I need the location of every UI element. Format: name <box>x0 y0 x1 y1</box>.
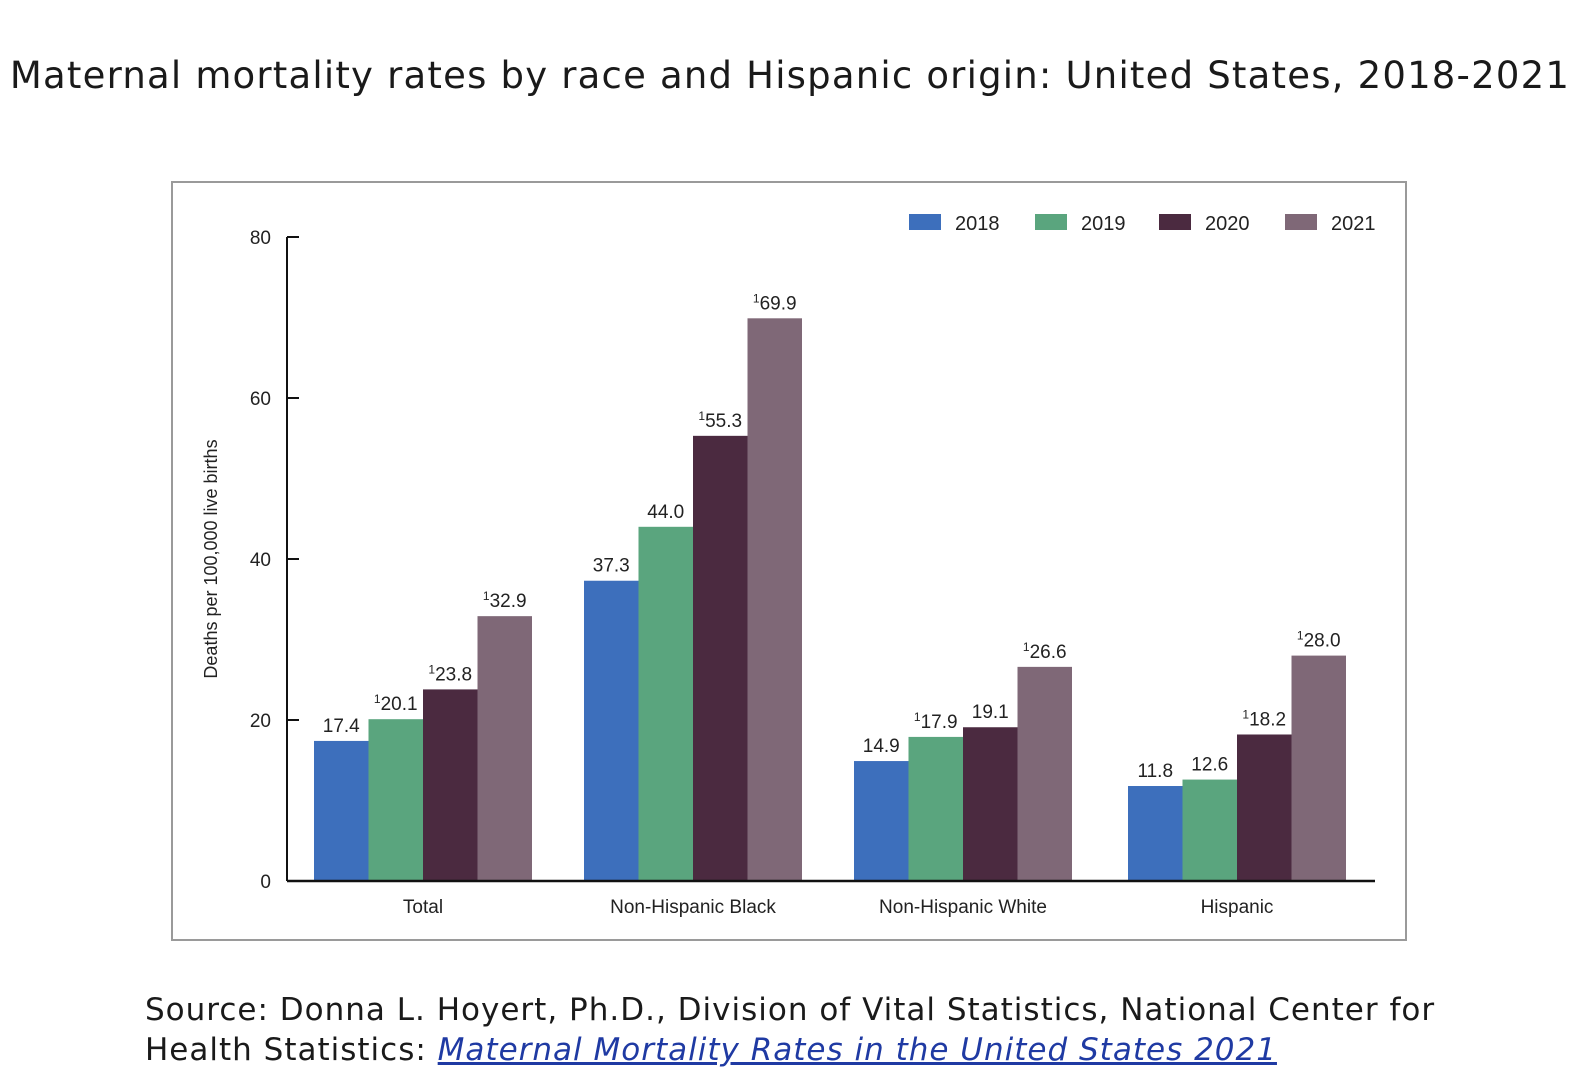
data-label: 17.4 <box>323 716 360 737</box>
data-label: 19.1 <box>972 702 1009 723</box>
footnote-mark: 1 <box>428 662 435 676</box>
chart-frame: 0 20 40 60 80 17.4 120.1 123.8 132.9 37.3 44.0 155… <box>171 181 1407 941</box>
footnote-mark: 1 <box>914 710 921 724</box>
data-label: 44.0 <box>647 502 684 523</box>
legend-label-2019: 2019 <box>1081 213 1126 235</box>
y-tick-label: 20 <box>250 711 271 732</box>
data-label: 132.9 <box>483 589 527 612</box>
footnote-mark: 1 <box>1023 640 1030 654</box>
bar-2018-total <box>314 740 369 881</box>
legend: 2018 2019 2020 2021 <box>909 213 1376 235</box>
x-category-label: Total <box>403 897 443 918</box>
y-tick-label: 40 <box>250 550 271 571</box>
source-note: Source: Donna L. Hoyert, Ph.D., Division… <box>145 990 1445 1070</box>
bar-2020-hispanic <box>1237 734 1292 881</box>
bar-2019-non-hispanic-black <box>638 526 693 881</box>
legend-swatch-2021 <box>1285 214 1317 230</box>
bar-2019-hispanic <box>1182 779 1237 881</box>
bar-chart: 0 20 40 60 80 17.4 120.1 123.8 132.9 37.3 44.0 155… <box>201 213 1376 918</box>
y-axis: 0 20 40 60 80 <box>250 228 299 893</box>
source-link[interactable]: Maternal Mortality Rates in the United S… <box>437 1032 1277 1068</box>
data-label: 12.6 <box>1191 755 1228 776</box>
data-label: 155.3 <box>698 409 742 432</box>
bar-2021-total <box>477 616 532 881</box>
legend-swatch-2020 <box>1159 214 1191 230</box>
footnote-mark: 1 <box>1242 707 1249 721</box>
footnote-mark: 1 <box>483 589 490 603</box>
data-label: 120.1 <box>374 692 418 715</box>
y-tick-label: 0 <box>260 872 271 893</box>
footnote-mark: 1 <box>1297 629 1304 643</box>
legend-label-2018: 2018 <box>955 213 1000 235</box>
legend-label-2020: 2020 <box>1205 213 1250 235</box>
data-label: 11.8 <box>1137 761 1173 782</box>
data-label: 14.9 <box>863 736 900 757</box>
bar-2020-non-hispanic-black <box>693 435 748 881</box>
y-tick-label: 60 <box>250 389 271 410</box>
data-label: 37.3 <box>593 556 630 577</box>
bar-2019-total <box>368 719 423 881</box>
data-label: 169.9 <box>753 291 797 314</box>
legend-swatch-2019 <box>1035 214 1067 230</box>
data-label: 123.8 <box>428 662 472 685</box>
footnote-mark: 1 <box>698 409 705 423</box>
bar-2020-total <box>423 689 478 881</box>
bars: 17.4 120.1 123.8 132.9 37.3 44.0 155.3 169.9 14.… <box>314 291 1346 881</box>
bar-2020-non-hispanic-white <box>963 727 1018 881</box>
bar-2018-hispanic <box>1128 786 1183 881</box>
data-label: 117.9 <box>914 710 958 733</box>
legend-swatch-2018 <box>909 214 941 230</box>
x-axis: Total Non-Hispanic Black Non-Hispanic Whit… <box>287 879 1375 918</box>
footnote-mark: 1 <box>753 291 760 305</box>
bar-2021-hispanic <box>1291 655 1346 881</box>
y-axis-label: Deaths per 100,000 live births <box>201 439 221 678</box>
legend-label-2021: 2021 <box>1331 213 1376 235</box>
bar-2021-non-hispanic-black <box>747 318 802 881</box>
bar-2018-non-hispanic-black <box>584 580 639 881</box>
y-tick-label: 80 <box>250 228 271 249</box>
footnote-mark: 1 <box>374 692 381 706</box>
x-category-label: Hispanic <box>1201 897 1274 918</box>
x-category-label: Non-Hispanic Black <box>610 897 776 918</box>
x-category-label: Non-Hispanic White <box>879 897 1047 918</box>
page-title: Maternal mortality rates by race and His… <box>9 54 1571 97</box>
data-label: 118.2 <box>1242 707 1286 730</box>
bar-2018-non-hispanic-white <box>854 761 909 881</box>
data-label: 126.6 <box>1023 640 1067 663</box>
data-label: 128.0 <box>1297 629 1341 652</box>
bar-2019-non-hispanic-white <box>908 736 963 881</box>
bar-2021-non-hispanic-white <box>1017 666 1072 881</box>
